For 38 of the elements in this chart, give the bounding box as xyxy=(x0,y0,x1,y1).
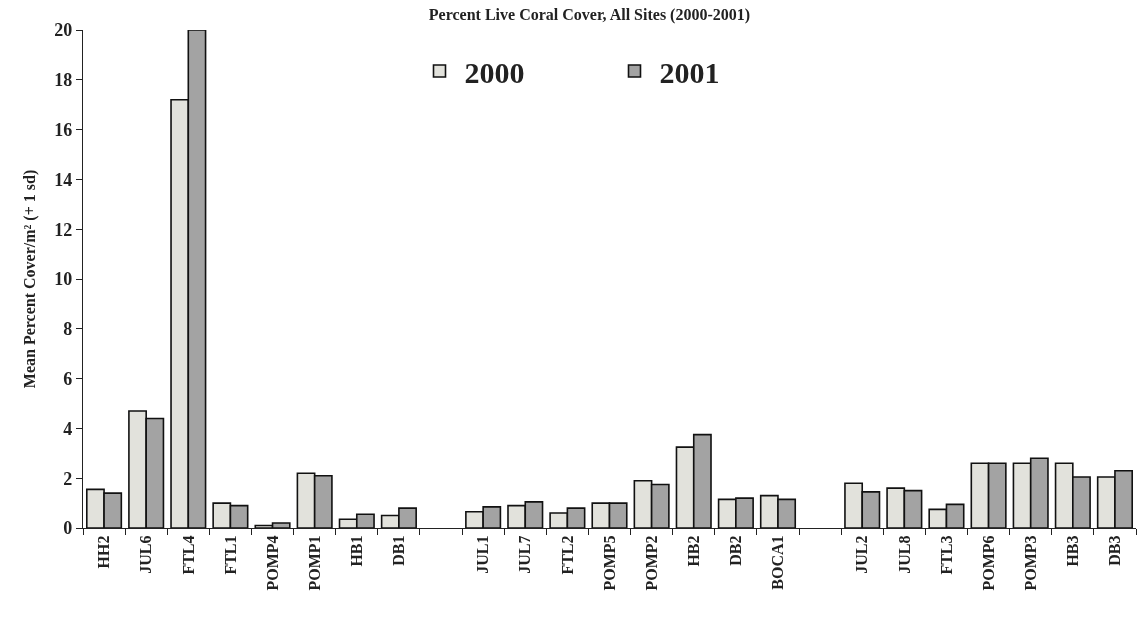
x-tick-label: DB3 xyxy=(1106,535,1124,566)
chart-title: Percent Live Coral Cover, All Sites (2000-2001) xyxy=(428,5,751,24)
y-axis-title: Mean Percent Cover/m² (+ 1 sd) xyxy=(21,169,40,389)
y-tick-label: 16 xyxy=(54,119,73,140)
x-tick-label: DB2 xyxy=(727,535,745,566)
x-tick-label: POMP3 xyxy=(1021,535,1039,591)
x-tick-label: FTL2 xyxy=(558,535,576,575)
x-tick-label: JUL6 xyxy=(137,535,155,574)
x-tick-label: HB3 xyxy=(1064,535,1082,567)
y-tick-label: 12 xyxy=(54,219,73,240)
y-tick-label: 4 xyxy=(63,418,73,439)
x-tick-label: POMP5 xyxy=(600,535,618,591)
x-tick-label: POMP1 xyxy=(305,535,323,591)
x-tick-label: FTL4 xyxy=(179,535,197,575)
y-tick-label: 14 xyxy=(54,169,73,190)
x-tick-label: JUL8 xyxy=(895,535,913,574)
y-tick-label: 8 xyxy=(63,319,73,340)
y-tick-label: 0 xyxy=(63,518,73,539)
x-tick-label: HB1 xyxy=(347,535,365,567)
x-tick-label: JUL1 xyxy=(474,535,492,574)
x-tick-label: HH2 xyxy=(95,535,113,569)
y-tick-label: 18 xyxy=(54,70,73,91)
x-tick-label: POMP2 xyxy=(642,535,660,591)
legend-label: 2001 xyxy=(659,55,720,89)
legend-label: 2000 xyxy=(464,55,525,89)
x-tick-label: HB2 xyxy=(684,535,702,567)
y-tick-label: 20 xyxy=(54,20,73,41)
x-tick-label: JUL2 xyxy=(853,535,871,574)
y-tick-label: 6 xyxy=(63,368,73,389)
x-tick-label: FTL3 xyxy=(937,535,955,575)
x-tick-label: BOCA1 xyxy=(769,535,787,590)
x-tick-label: DB1 xyxy=(390,535,408,566)
x-tick-label: JUL7 xyxy=(516,535,534,574)
x-tick-label: FTL1 xyxy=(221,535,239,575)
y-tick-label: 2 xyxy=(63,468,73,489)
x-tick-label: POMP4 xyxy=(263,535,281,591)
x-tick-label: POMP6 xyxy=(979,535,997,591)
y-tick-label: 10 xyxy=(54,269,73,290)
